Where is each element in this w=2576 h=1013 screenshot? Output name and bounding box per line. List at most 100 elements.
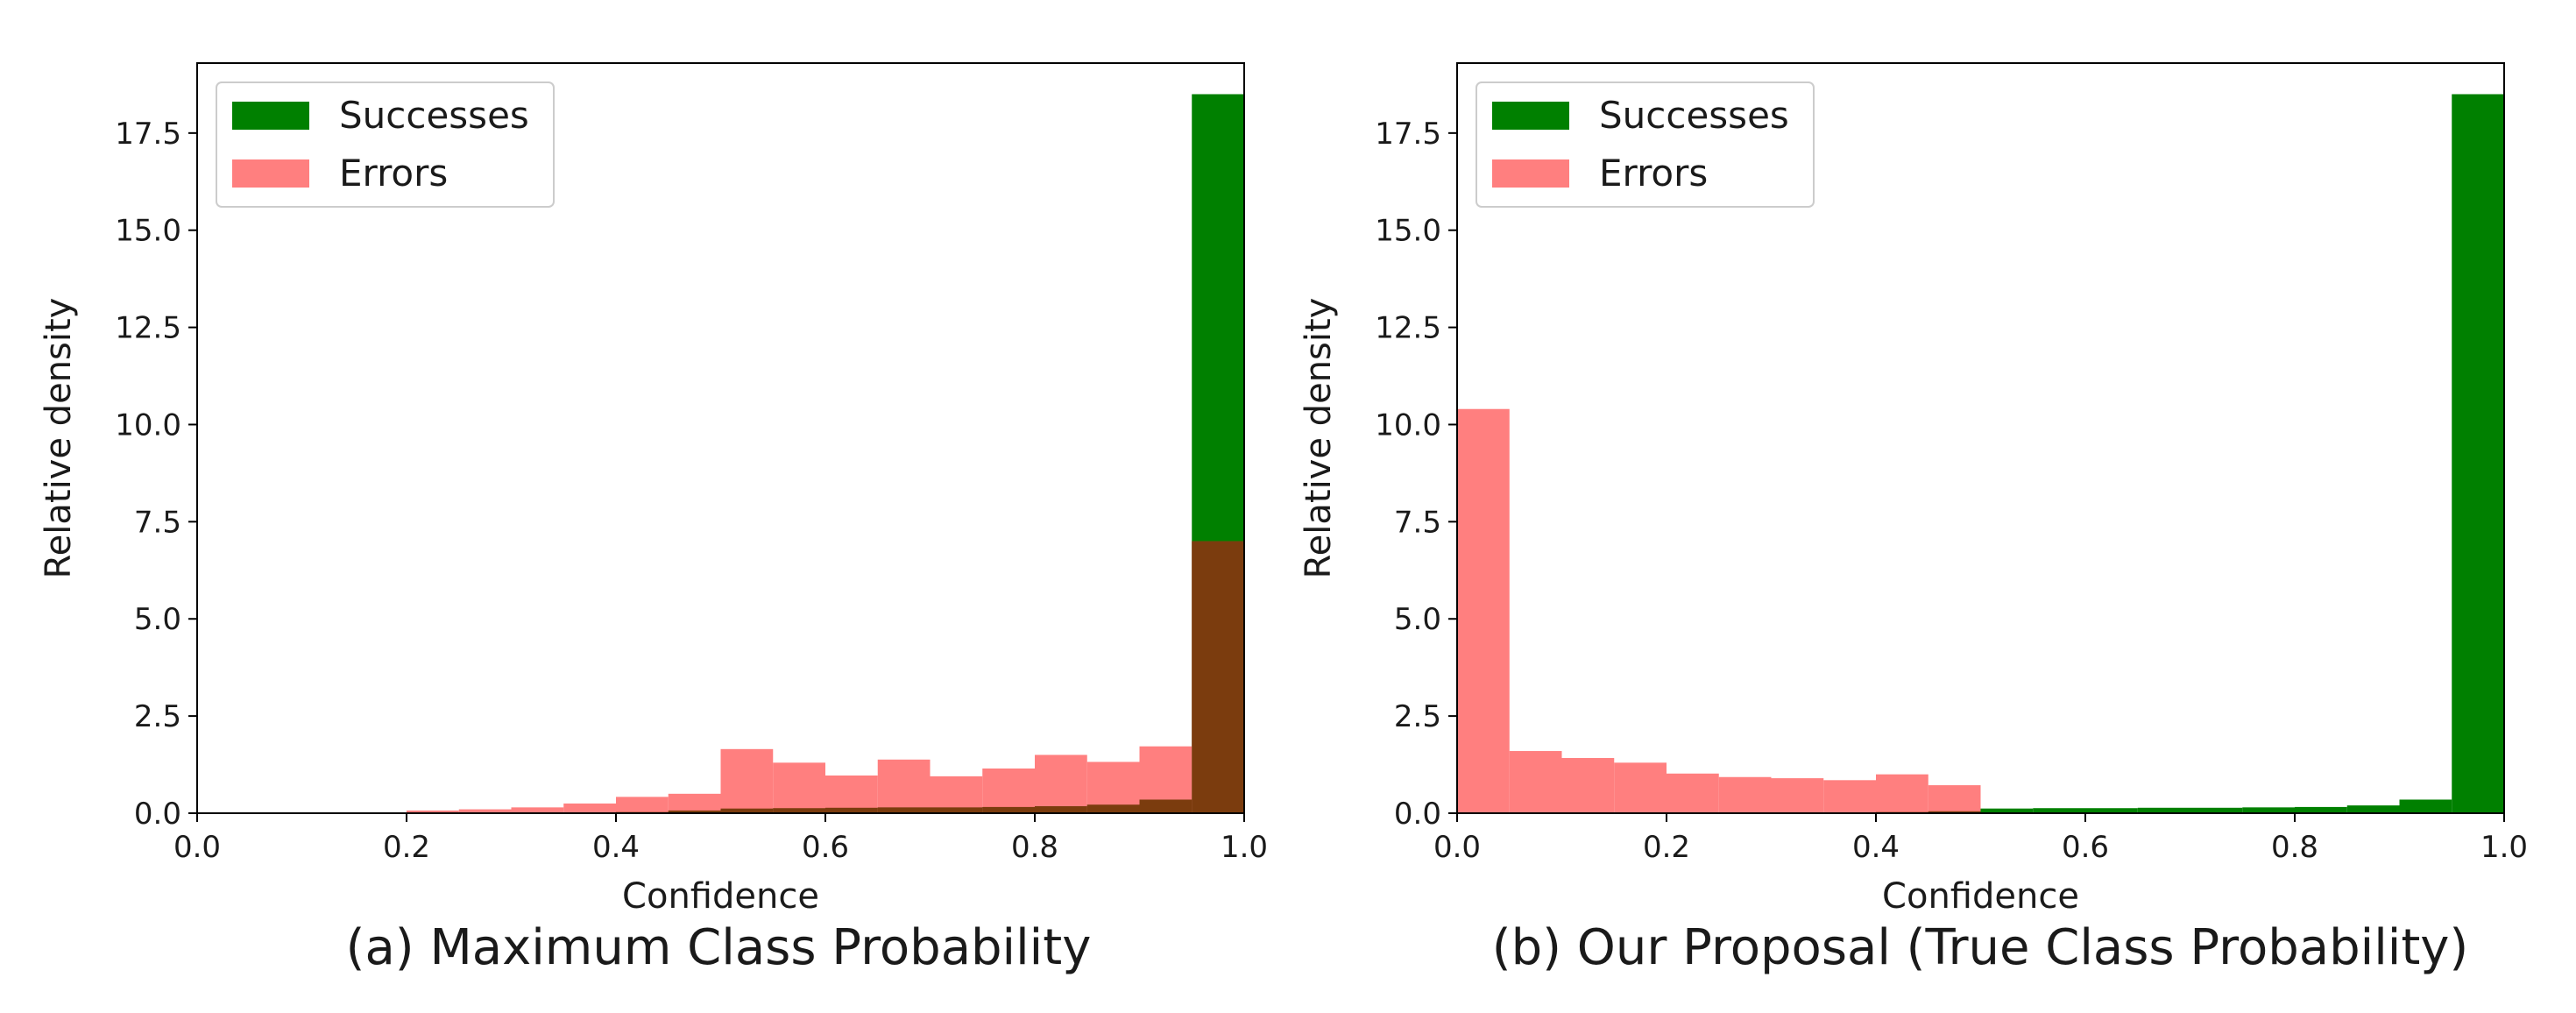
x-tick-label-2: 0.4 — [592, 830, 640, 865]
bar-successes-13 — [2137, 807, 2190, 813]
x-tick-label-0: 0.0 — [173, 830, 221, 865]
x-axis-label: Confidence — [1882, 876, 2079, 917]
y-tick-label-4: 10.0 — [115, 407, 181, 443]
bar-errors-8 — [616, 797, 669, 813]
x-tick-label-5: 1.0 — [2480, 830, 2528, 865]
legend-label-successes: Successes — [339, 94, 529, 137]
bar-errors-14 — [930, 776, 983, 813]
bar-overlap-11 — [773, 808, 825, 813]
y-axis: 0.0 2.5 5.0 7.5 10.0 12.5 15.0 17.5 Relative den… — [1299, 117, 1457, 832]
bar-errors-12 — [825, 775, 878, 813]
bar-errors-6 — [1771, 778, 1824, 813]
y-tick-label-7: 17.5 — [115, 117, 181, 152]
legend-label-errors: Errors — [339, 152, 448, 195]
bar-overlap-10 — [720, 808, 774, 813]
bar-overlap-9 — [668, 810, 721, 813]
y-tick-label-0: 0.0 — [134, 797, 181, 832]
bar-overlap-14 — [930, 807, 983, 813]
x-tick-label-1: 0.2 — [383, 830, 430, 865]
bar-overlap-16 — [1035, 806, 1087, 813]
x-tick-label-5: 1.0 — [1221, 830, 1268, 865]
y-tick-label-4: 10.0 — [1375, 407, 1441, 443]
bar-overlap-13 — [877, 807, 931, 813]
legend: Successes Errors — [1476, 81, 1815, 208]
bar-overlap-9 — [1928, 811, 1981, 813]
bar-successes-10 — [1980, 808, 2034, 813]
panel-maximum-class-probability: 0.0 0.2 0.4 0.6 0.8 1.0 Confidence 0.0 2.5 5.0 7.5… — [39, 62, 1268, 976]
x-axis: 0.0 0.2 0.4 0.6 0.8 1.0 Confidence — [1433, 813, 2528, 917]
bar-errors-16 — [1035, 754, 1087, 813]
plot-frame — [196, 62, 1245, 814]
y-tick-label-3: 7.5 — [134, 505, 181, 540]
x-tick-label-2: 0.4 — [1852, 830, 1900, 865]
x-tick-label-4: 0.8 — [2271, 830, 2318, 865]
panel-caption: (b) Our Proposal (True Class Probability… — [1492, 919, 2469, 976]
x-axis: 0.0 0.2 0.4 0.6 0.8 1.0 Confidence — [173, 813, 1268, 917]
y-tick-label-7: 17.5 — [1375, 117, 1441, 152]
x-tick-label-3: 0.6 — [2062, 830, 2109, 865]
bars — [407, 94, 1244, 813]
bar-errors-6 — [511, 807, 564, 813]
y-tick-label-5: 12.5 — [1375, 311, 1441, 346]
bar-errors-0 — [1457, 408, 1510, 813]
legend: Successes Errors — [216, 81, 555, 208]
bar-errors-4 — [1667, 773, 1719, 813]
legend-label-successes: Successes — [1599, 94, 1789, 137]
bar-successes-18 — [2399, 799, 2452, 813]
bar-overlap-15 — [982, 806, 1035, 813]
y-axis-label: Relative density — [1299, 298, 1339, 579]
bar-overlap-18 — [1139, 799, 1192, 813]
y-tick-label-3: 7.5 — [1394, 505, 1441, 540]
y-tick-label-1: 2.5 — [134, 699, 181, 734]
bar-successes-11 — [2033, 808, 2085, 813]
bar-errors-10 — [720, 748, 774, 813]
bar-overlap-17 — [1086, 804, 1140, 813]
bar-errors-8 — [1876, 774, 1928, 813]
bar-errors-5 — [458, 809, 512, 813]
bar-errors-4 — [407, 810, 459, 813]
legend-label-errors: Errors — [1599, 152, 1708, 195]
panel-true-class-probability: 0.0 0.2 0.4 0.6 0.8 1.0 Confidence 0.0 2.5 5.0 7.5… — [1299, 62, 2528, 976]
legend-swatch-errors — [1492, 159, 1569, 188]
bar-successes-19 — [2452, 94, 2504, 813]
x-tick-label-1: 0.2 — [1643, 830, 1690, 865]
bar-errors-7 — [1823, 780, 1876, 813]
y-tick-label-2: 5.0 — [1394, 602, 1441, 637]
bar-errors-11 — [773, 762, 825, 813]
y-tick-label-0: 0.0 — [1394, 797, 1441, 832]
x-axis-label: Confidence — [622, 876, 819, 917]
bar-successes-17 — [2346, 805, 2400, 813]
bar-errors-15 — [982, 768, 1035, 813]
bar-errors-13 — [877, 759, 931, 813]
y-tick-label-6: 15.0 — [1375, 214, 1441, 249]
bars — [1457, 94, 2504, 813]
legend-swatch-successes — [1492, 102, 1569, 130]
bar-errors-5 — [1718, 776, 1772, 813]
y-tick-label-1: 2.5 — [1394, 699, 1441, 734]
y-axis: 0.0 2.5 5.0 7.5 10.0 12.5 15.0 17.5 Relative den… — [39, 117, 197, 832]
y-axis-label: Relative density — [39, 298, 79, 579]
bar-errors-2 — [1561, 758, 1615, 813]
legend-swatch-successes — [232, 102, 309, 130]
bar-successes-16 — [2295, 806, 2347, 813]
legend-swatch-errors — [232, 159, 309, 188]
bar-overlap-12 — [825, 807, 878, 813]
plot-frame — [1456, 62, 2505, 814]
bar-errors-3 — [1614, 762, 1667, 813]
bar-errors-9 — [1928, 785, 1981, 813]
x-tick-label-4: 0.8 — [1011, 830, 1058, 865]
x-tick-label-0: 0.0 — [1433, 830, 1481, 865]
bar-errors-7 — [563, 803, 616, 813]
bar-errors-1 — [1509, 751, 1562, 813]
bar-successes-15 — [2242, 807, 2295, 813]
y-tick-label-6: 15.0 — [115, 214, 181, 249]
x-tick-label-3: 0.6 — [802, 830, 849, 865]
y-tick-label-2: 5.0 — [134, 602, 181, 637]
bar-overlap-19 — [1192, 541, 1244, 813]
bar-successes-12 — [2085, 808, 2138, 813]
bar-errors-9 — [668, 793, 721, 813]
panel-caption: (a) Maximum Class Probability — [346, 919, 1092, 976]
y-tick-label-5: 12.5 — [115, 311, 181, 346]
bar-successes-14 — [2190, 807, 2243, 813]
